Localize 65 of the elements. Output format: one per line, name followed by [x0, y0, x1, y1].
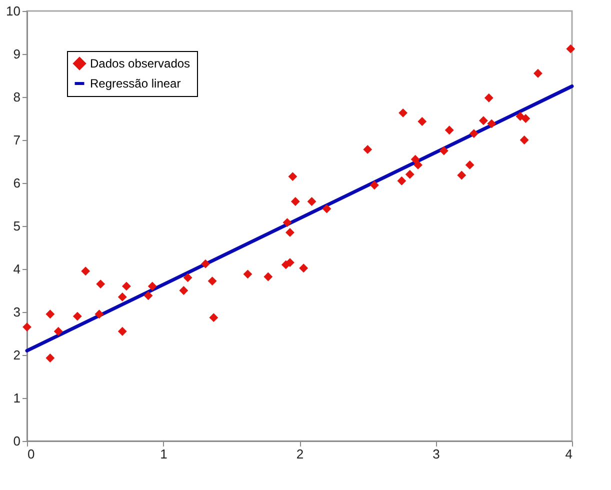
point [94, 310, 104, 319]
point [96, 280, 106, 289]
point [118, 292, 127, 302]
x-tick-label: 3 [432, 446, 440, 462]
point [209, 313, 218, 322]
x-tick-label: 2 [296, 446, 304, 462]
point [264, 272, 273, 282]
point [487, 119, 496, 128]
point [148, 282, 157, 291]
point [72, 312, 82, 321]
point [122, 282, 131, 291]
y-tick-label: 4 [13, 262, 20, 276]
point [81, 266, 90, 276]
point [201, 259, 210, 268]
point [469, 129, 478, 138]
point [397, 176, 406, 186]
point [282, 218, 292, 228]
point [516, 112, 525, 121]
y-tick-label: 3 [13, 304, 20, 320]
point [322, 204, 332, 214]
point [46, 354, 55, 362]
point [465, 160, 474, 170]
point [398, 108, 408, 118]
legend-label: Regressão linear [90, 76, 181, 90]
point [363, 144, 372, 154]
point [405, 170, 414, 179]
point [457, 170, 466, 180]
x-tick-label: 4 [565, 446, 572, 462]
point [208, 276, 217, 286]
legend-label: Dados observados [90, 56, 190, 70]
point [484, 93, 494, 102]
point [144, 291, 153, 300]
point [243, 270, 252, 279]
point [370, 180, 379, 190]
y-tick-label: 10 [6, 4, 20, 18]
point [183, 273, 192, 282]
point [566, 44, 576, 54]
point [521, 114, 530, 123]
point [439, 146, 448, 156]
point [179, 286, 188, 295]
point [290, 197, 300, 206]
point [299, 264, 308, 273]
point [520, 136, 529, 144]
y-tick-label: 0 [13, 434, 20, 448]
y-tick-label: 8 [13, 90, 20, 104]
point [22, 322, 32, 332]
y-tick-label: 5 [13, 218, 20, 234]
point [414, 160, 423, 170]
y-tick-label: 1 [13, 390, 20, 406]
point [285, 228, 294, 237]
x-tick-label: 1 [160, 446, 168, 462]
y-tick-label: 6 [13, 176, 20, 190]
y-tick-label: 7 [13, 132, 20, 148]
point [288, 172, 298, 182]
point [444, 126, 454, 135]
point [307, 197, 316, 206]
point [418, 117, 427, 126]
point [478, 116, 488, 126]
point [118, 326, 127, 336]
point [533, 68, 542, 78]
x-tick-label: 0 [28, 446, 35, 462]
point [54, 326, 63, 336]
y-tick-label: 9 [13, 46, 20, 62]
y-tick-label: 2 [13, 348, 20, 362]
point [46, 310, 55, 319]
